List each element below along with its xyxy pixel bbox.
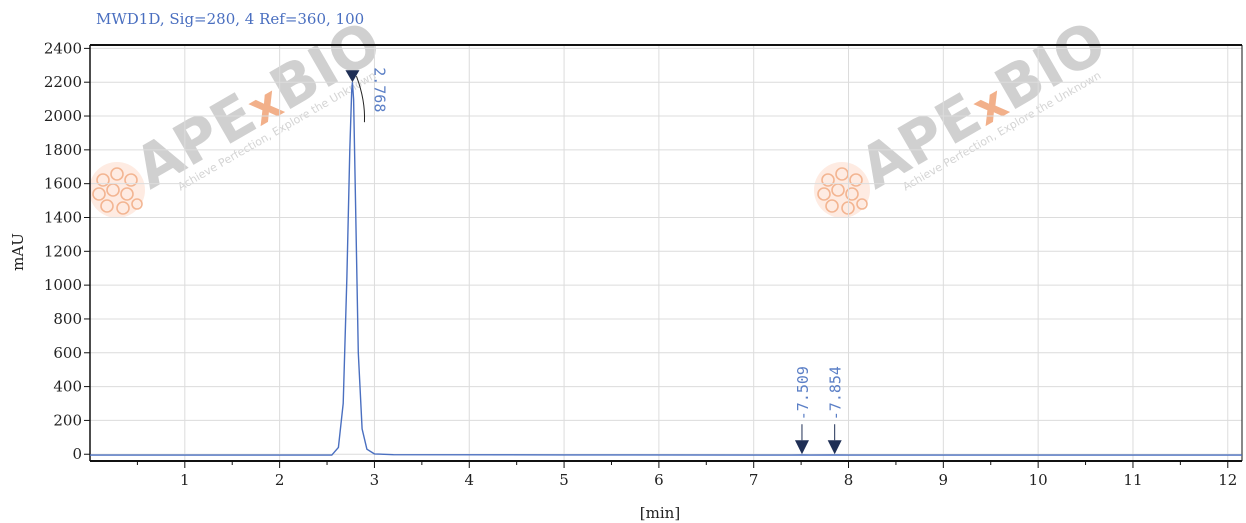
- y-axis-label: mAU: [9, 233, 27, 271]
- y-tick-label: 2000: [44, 107, 82, 125]
- tick-marks: 1 2 3 4 5 6 7 8 9 10 11 120200400600800100012001400…: [44, 39, 1238, 489]
- x-tick-label: 2: [275, 471, 285, 489]
- y-tick-label: 1000: [44, 276, 82, 294]
- peak-7-854: -7.854: [827, 366, 845, 455]
- y-tick-label: 1400: [44, 208, 82, 226]
- peak-marker-triangle: [794, 440, 809, 455]
- y-tick-label: 400: [53, 378, 82, 396]
- watermark-molecule-icon: [89, 162, 145, 218]
- peak-marker-triangle: [827, 440, 842, 455]
- x-tick-label: 8: [844, 471, 854, 489]
- svg-text:APExBIO: APExBIO: [123, 7, 392, 202]
- series-group: [90, 82, 1242, 456]
- x-tick-label: 7: [749, 471, 759, 489]
- x-axis-label: [min]: [640, 504, 680, 522]
- x-tick-label: 3: [370, 471, 380, 489]
- x-tick-label: 10: [1029, 471, 1048, 489]
- y-tick-label: 2200: [44, 73, 82, 91]
- peak-markers: 2.768 -7.509 -7.854: [345, 67, 845, 455]
- x-tick-label: 6: [654, 471, 664, 489]
- peak-7-509: -7.509: [794, 366, 812, 455]
- peak-label: -7.854: [827, 366, 845, 420]
- x-tick-label: 4: [464, 471, 474, 489]
- x-tick-label: 11: [1123, 471, 1142, 489]
- svg-text:APExBIO: APExBIO: [848, 7, 1117, 202]
- y-tick-label: 800: [53, 310, 82, 328]
- grid-lines: [90, 45, 1242, 461]
- x-tick-label: 5: [559, 471, 569, 489]
- peak-leader-line: [355, 76, 366, 123]
- x-tick-label: 9: [939, 471, 949, 489]
- peak-label: 2.768: [370, 67, 388, 112]
- axes: [89, 44, 1243, 462]
- chromatogram-trace: [90, 82, 1242, 456]
- x-tick-label: 1: [180, 471, 190, 489]
- y-tick-label: 0: [72, 445, 82, 463]
- y-tick-label: 1200: [44, 242, 82, 260]
- peak-marker-triangle: [345, 70, 360, 83]
- y-tick-label: 2400: [44, 39, 82, 57]
- signal-title: MWD1D, Sig=280, 4 Ref=360, 100: [96, 10, 365, 28]
- x-tick-label: 12: [1218, 471, 1237, 489]
- y-tick-label: 1800: [44, 141, 82, 159]
- y-tick-label: 600: [53, 344, 82, 362]
- peak-2-768: 2.768: [345, 67, 388, 123]
- watermark-logo-right: APExBIO Achieve Perfection, Explore the …: [814, 7, 1117, 218]
- y-tick-label: 200: [53, 411, 82, 429]
- peak-label: -7.509: [794, 366, 812, 420]
- y-tick-label: 1600: [44, 175, 82, 193]
- watermark-molecule-icon: [814, 162, 870, 218]
